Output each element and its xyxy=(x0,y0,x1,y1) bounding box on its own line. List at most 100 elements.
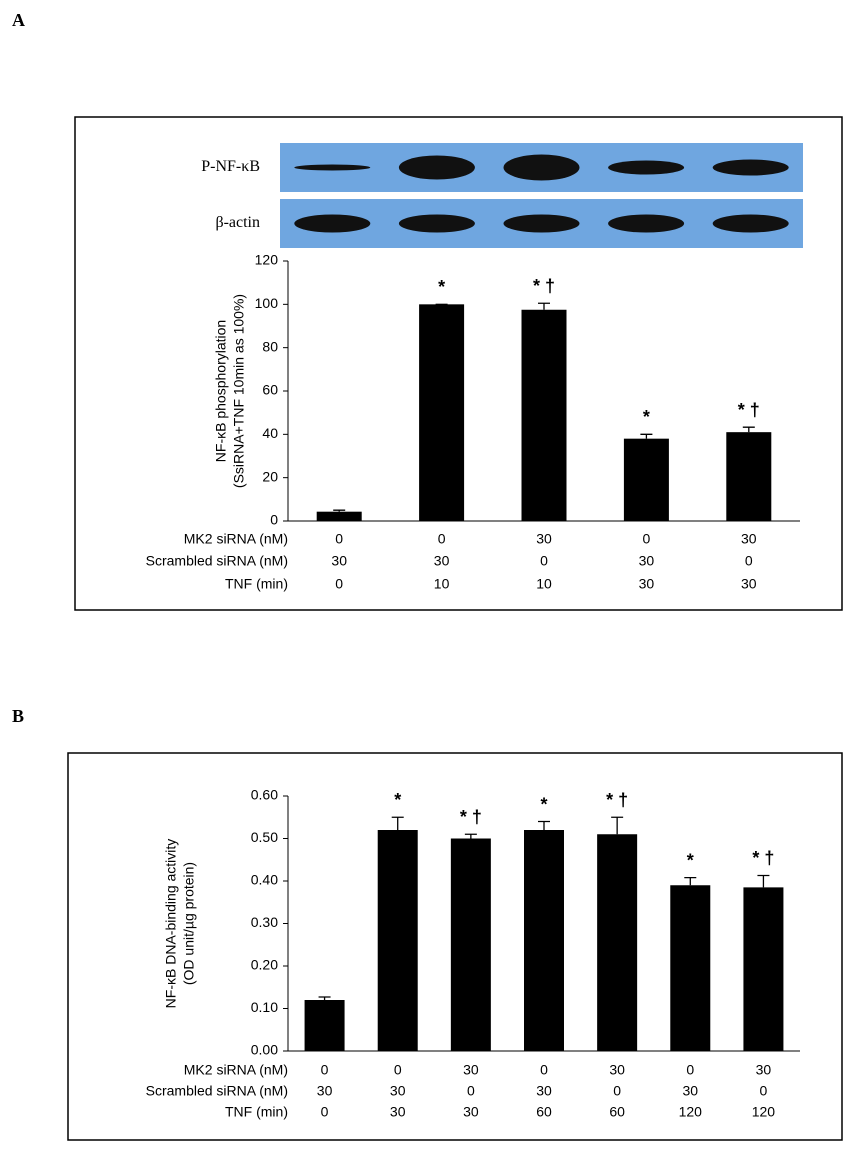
significance-marker: * † xyxy=(752,848,774,868)
blot-band xyxy=(294,214,371,233)
significance-marker: * xyxy=(540,794,547,814)
condition-label: TNF (min) xyxy=(225,576,288,592)
bar xyxy=(316,511,362,521)
condition-value: 30 xyxy=(639,576,655,592)
error-bar xyxy=(538,820,550,830)
condition-label: MK2 siRNA (nM) xyxy=(184,1062,288,1078)
bar xyxy=(726,432,772,521)
y-tick-label: 0.50 xyxy=(251,829,278,845)
condition-value: 0 xyxy=(321,1104,329,1120)
blot-band xyxy=(398,155,475,180)
condition-value: 0 xyxy=(686,1062,694,1078)
condition-label: Scrambled siRNA (nM) xyxy=(146,1083,288,1099)
blot-label: β-actin xyxy=(215,214,260,231)
error-bar xyxy=(538,302,550,310)
y-axis-label: (SsiRNA+TNF 10min as 100%) xyxy=(231,294,247,488)
condition-value: 0 xyxy=(540,553,548,569)
y-tick-label: 100 xyxy=(255,295,279,311)
y-axis-label: (OD unit/µg protein) xyxy=(181,862,197,985)
condition-value: 0 xyxy=(643,531,651,547)
bar xyxy=(524,830,564,1051)
condition-value: 0 xyxy=(760,1083,768,1099)
bar xyxy=(450,838,491,1051)
bar xyxy=(597,834,638,1051)
error-bar xyxy=(640,433,653,439)
blot-label: P-NF-κB xyxy=(201,158,260,175)
error-bar xyxy=(684,876,697,886)
blot-band xyxy=(398,214,475,233)
condition-value: 30 xyxy=(741,576,757,592)
bar xyxy=(377,830,418,1051)
blot-band xyxy=(608,214,685,233)
condition-value: 0 xyxy=(438,531,446,547)
y-tick-label: 0.10 xyxy=(251,999,278,1015)
error-bar xyxy=(611,816,624,835)
blot-band xyxy=(294,164,371,171)
condition-value: 120 xyxy=(752,1104,776,1120)
significance-marker: * † xyxy=(533,276,555,296)
bar xyxy=(670,885,711,1051)
error-bar xyxy=(757,874,770,888)
bar xyxy=(419,304,465,521)
condition-value: 0 xyxy=(335,531,343,547)
significance-marker: * xyxy=(643,407,650,427)
condition-value: 0 xyxy=(613,1083,621,1099)
y-tick-label: 0.30 xyxy=(251,914,278,930)
significance-marker: * xyxy=(394,790,401,810)
condition-value: 30 xyxy=(390,1104,406,1120)
condition-label: Scrambled siRNA (nM) xyxy=(146,553,288,569)
y-tick-label: 0 xyxy=(270,512,278,528)
y-tick-label: 20 xyxy=(262,468,278,484)
y-tick-label: 0.40 xyxy=(251,872,278,888)
panel-frame xyxy=(74,116,843,611)
y-tick-label: 0.60 xyxy=(251,787,278,803)
bar xyxy=(304,1000,345,1051)
condition-value: 30 xyxy=(536,531,552,547)
condition-value: 0 xyxy=(745,553,753,569)
blot-band xyxy=(712,214,789,233)
condition-value: 30 xyxy=(331,553,347,569)
significance-marker: * † xyxy=(460,807,482,827)
blot-band xyxy=(503,214,580,233)
y-axis-label: NF-κB DNA-binding activity xyxy=(163,839,179,1009)
condition-value: 30 xyxy=(741,531,757,547)
condition-value: 0 xyxy=(335,576,343,592)
error-bar xyxy=(318,996,331,1000)
panel-label: B xyxy=(12,706,24,726)
blot-band xyxy=(712,159,789,176)
error-bar xyxy=(333,509,346,512)
condition-value: 60 xyxy=(609,1104,625,1120)
blot-band xyxy=(608,160,685,175)
condition-value: 30 xyxy=(536,1083,552,1099)
bar xyxy=(743,887,784,1051)
condition-value: 30 xyxy=(639,553,655,569)
bar xyxy=(623,438,669,521)
y-tick-label: 60 xyxy=(262,382,278,398)
panel-frame xyxy=(67,752,843,1141)
condition-value: 0 xyxy=(394,1062,402,1078)
y-tick-label: 80 xyxy=(262,338,278,354)
error-bar xyxy=(742,426,755,433)
condition-value: 120 xyxy=(679,1104,703,1120)
y-tick-label: 0.00 xyxy=(251,1042,278,1058)
condition-value: 30 xyxy=(682,1083,698,1099)
condition-value: 30 xyxy=(317,1083,333,1099)
condition-value: 0 xyxy=(467,1083,475,1099)
bar xyxy=(521,309,567,521)
y-axis-label: NF-κB phosphorylation xyxy=(213,320,229,462)
condition-value: 10 xyxy=(434,576,450,592)
y-tick-label: 120 xyxy=(255,252,279,268)
y-tick-label: 40 xyxy=(262,425,278,441)
significance-marker: * † xyxy=(738,400,760,420)
condition-value: 30 xyxy=(463,1104,479,1120)
condition-value: 10 xyxy=(536,576,552,592)
condition-value: 30 xyxy=(390,1083,406,1099)
y-tick-label: 0.20 xyxy=(251,957,278,973)
panel-label: A xyxy=(12,10,25,30)
condition-label: TNF (min) xyxy=(225,1104,288,1120)
condition-label: MK2 siRNA (nM) xyxy=(184,531,288,547)
condition-value: 30 xyxy=(609,1062,625,1078)
condition-value: 0 xyxy=(321,1062,329,1078)
blot-band xyxy=(503,154,580,181)
